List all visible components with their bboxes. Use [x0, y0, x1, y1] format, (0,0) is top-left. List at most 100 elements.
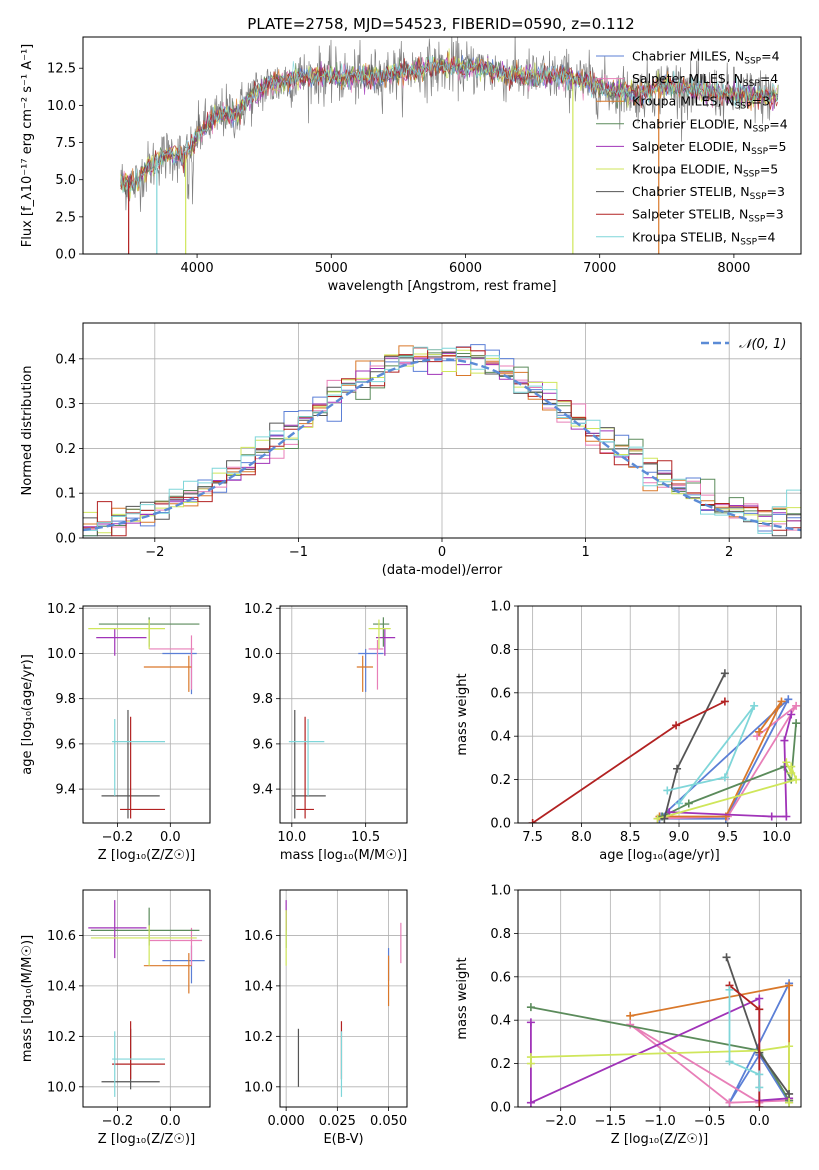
y-tick-label: 9.8 — [55, 692, 76, 707]
x-tick-label: 5000 — [315, 261, 348, 276]
x-axis-label: Z [log₁₀(Z/Z☉)] — [98, 848, 195, 863]
y-tick-label: 0.2 — [490, 1057, 511, 1072]
legend-label-salpeter-stelib: Salpeter STELIB, NSSP=3 — [632, 207, 784, 225]
y-tick-label: 0.0 — [55, 248, 76, 263]
mass-weight-marker-kroupa-elodie — [792, 775, 801, 784]
legend-label-chabrier-stelib: Chabrier STELIB, NSSP=3 — [632, 184, 785, 202]
y-tick-label: 9.8 — [252, 692, 273, 707]
mass-weight-marker-kroupa-stelib — [663, 786, 672, 795]
legend-label-normal: 𝒩(0, 1) — [739, 337, 786, 352]
mass-weight-marker-salpeter-elodie — [787, 710, 796, 719]
x-tick-label: 9.0 — [669, 830, 690, 845]
x-tick-label: 10.0 — [762, 830, 791, 845]
x-tick-label: 0.0 — [160, 1114, 181, 1129]
y-tick-label: 10.0 — [244, 1080, 273, 1095]
normal-distribution-curve — [83, 358, 801, 532]
x-tick-label: 8.5 — [620, 830, 641, 845]
mass-weight-marker-kroupa-elodie — [785, 1098, 794, 1107]
mass-weight-marker-kroupa-miles — [626, 1011, 635, 1020]
mass-weight-marker-salpeter-stelib — [672, 721, 681, 730]
mass-weight-marker-salpeter-stelib — [755, 1103, 764, 1107]
plot-area-age-vs-mass — [288, 617, 396, 819]
mass-weight-marker-chabrier-stelib — [785, 1089, 794, 1098]
legend-label-kroupa-miles: Kroupa MILES, NSSP=3 — [632, 94, 770, 112]
mass-weight-marker-salpeter-miles — [725, 1098, 734, 1107]
mass-weight-marker-salpeter-miles — [792, 701, 801, 710]
legend-label-chabrier-miles: Chabrier MILES, NSSP=4 — [632, 49, 780, 67]
x-tick-label: 0.025 — [319, 1114, 356, 1129]
y-tick-label: 9.6 — [252, 737, 273, 752]
mass-weight-marker-kroupa-stelib — [720, 773, 729, 782]
x-tick-label: 0.0 — [160, 830, 181, 845]
axes-frame-mass-vs-ebv — [279, 889, 408, 1108]
y-tick-label: 10.2 — [47, 1030, 76, 1045]
y-axis-label: Flux [f_λ10⁻¹⁷ erg cm⁻² s⁻¹ A⁻¹] — [20, 44, 35, 248]
plot-area-spectrum — [120, 37, 779, 254]
mass-weight-marker-salpeter-stelib — [720, 697, 729, 706]
y-tick-label: 0.2 — [490, 773, 511, 788]
mass-weight-line-kroupa-stelib — [728, 989, 761, 1088]
y-tick-label: 10.2 — [244, 1030, 273, 1045]
mass-weight-marker-salpeter-stelib — [528, 819, 537, 823]
panels: 4000 5000 6000 7000 80000.02.55.07.510.012.5… — [20, 36, 802, 1147]
x-tick-label: −0.2 — [102, 830, 134, 845]
panel-mass-vs-ebv: 0.000 0.025 0.050 10.0 10.2 10.4 10.6 E(B-V) — [244, 889, 408, 1147]
x-axis-label: wavelength [Angstrom, rest frame] — [328, 279, 557, 294]
mass-weight-marker-salpeter-miles — [626, 1020, 635, 1029]
axes-frame-spectrum — [82, 36, 802, 255]
y-tick-label: 10.0 — [244, 647, 273, 662]
residual-histogram-chabrier-stelib — [83, 351, 801, 537]
y-tick-label: 5.0 — [55, 173, 76, 188]
x-tick-label: −2.0 — [545, 1114, 577, 1129]
y-tick-label: 10.0 — [47, 647, 76, 662]
mass-weight-marker-salpeter-elodie — [755, 994, 764, 1003]
mass-weight-line-kroupa-stelib — [667, 705, 756, 805]
mass-weight-marker-salpeter-elodie — [780, 736, 789, 745]
mass-weight-marker-kroupa-elodie — [782, 758, 791, 767]
mass-weight-line-kroupa-miles — [659, 700, 783, 818]
mass-weight-marker-kroupa-miles — [755, 727, 764, 736]
y-axis-label: mass [log₁₀(M/M☉)] — [20, 935, 35, 1062]
y-tick-label: 0.4 — [490, 730, 511, 745]
x-tick-label: 4000 — [181, 261, 214, 276]
axes-frame-residuals — [82, 322, 802, 539]
x-tick-label: −2 — [145, 545, 164, 560]
x-axis-label: Z [log₁₀(Z/Z☉)] — [98, 1132, 195, 1147]
x-tick-label: 8000 — [717, 261, 750, 276]
figure-title: PLATE=2758, MJD=54523, FIBERID=0590, z=0… — [247, 15, 634, 33]
x-tick-label: −1.0 — [644, 1114, 676, 1129]
y-tick-label: 0.0 — [490, 1101, 511, 1116]
x-tick-label: 0.000 — [268, 1114, 305, 1129]
axes-frame-age-vs-Z — [82, 605, 211, 824]
x-tick-label: 0 — [438, 545, 446, 560]
y-axis-label: Normed distribution — [20, 366, 35, 496]
y-tick-label: 9.6 — [55, 737, 76, 752]
y-tick-label: 0.4 — [490, 1014, 511, 1029]
y-tick-label: 10.0 — [47, 1080, 76, 1095]
legend-label-chabrier-elodie: Chabrier ELODIE, NSSP=4 — [632, 116, 788, 134]
model-spectrum-kroupa-stelib — [120, 55, 778, 194]
y-axis-label: mass weight — [455, 673, 470, 755]
y-tick-label: 10.2 — [244, 602, 273, 617]
panel-spectrum: 4000 5000 6000 7000 8000 0.0 2.5 5.0 7.5 10.0 12.5… — [20, 36, 802, 294]
y-tick-label: 0.3 — [55, 397, 76, 412]
legend-label-kroupa-elodie: Kroupa ELODIE, NSSP=5 — [632, 162, 778, 180]
y-tick-label: 12.5 — [47, 62, 76, 77]
mass-weight-marker-chabrier-elodie — [526, 1003, 535, 1012]
y-tick-label: 0.8 — [490, 927, 511, 942]
mass-weight-marker-chabrier-elodie — [684, 799, 693, 808]
legend-label-salpeter-elodie: Salpeter ELODIE, NSSP=5 — [632, 139, 786, 157]
y-tick-label: 9.4 — [55, 783, 76, 798]
panel-age-vs-mass: 10.0 10.5 9.4 9.6 9.8 10.0 10.2 mass [log₁₀(M/M… — [244, 602, 408, 863]
mass-weight-marker-kroupa-stelib — [675, 799, 684, 808]
mass-weight-marker-salpeter-elodie — [782, 812, 791, 821]
x-axis-label: (data-model)/error — [382, 563, 503, 578]
mass-weight-marker-salpeter-elodie — [526, 1098, 535, 1107]
x-axis-label: age [log₁₀(age/yr)] — [599, 848, 720, 863]
x-axis-label: Z [log₁₀(Z/Z☉)] — [611, 1132, 708, 1147]
x-tick-label: 9.5 — [717, 830, 738, 845]
y-tick-label: 0.6 — [490, 970, 511, 985]
plot-area-residuals — [83, 344, 801, 537]
x-tick-label: 10.0 — [277, 830, 306, 845]
